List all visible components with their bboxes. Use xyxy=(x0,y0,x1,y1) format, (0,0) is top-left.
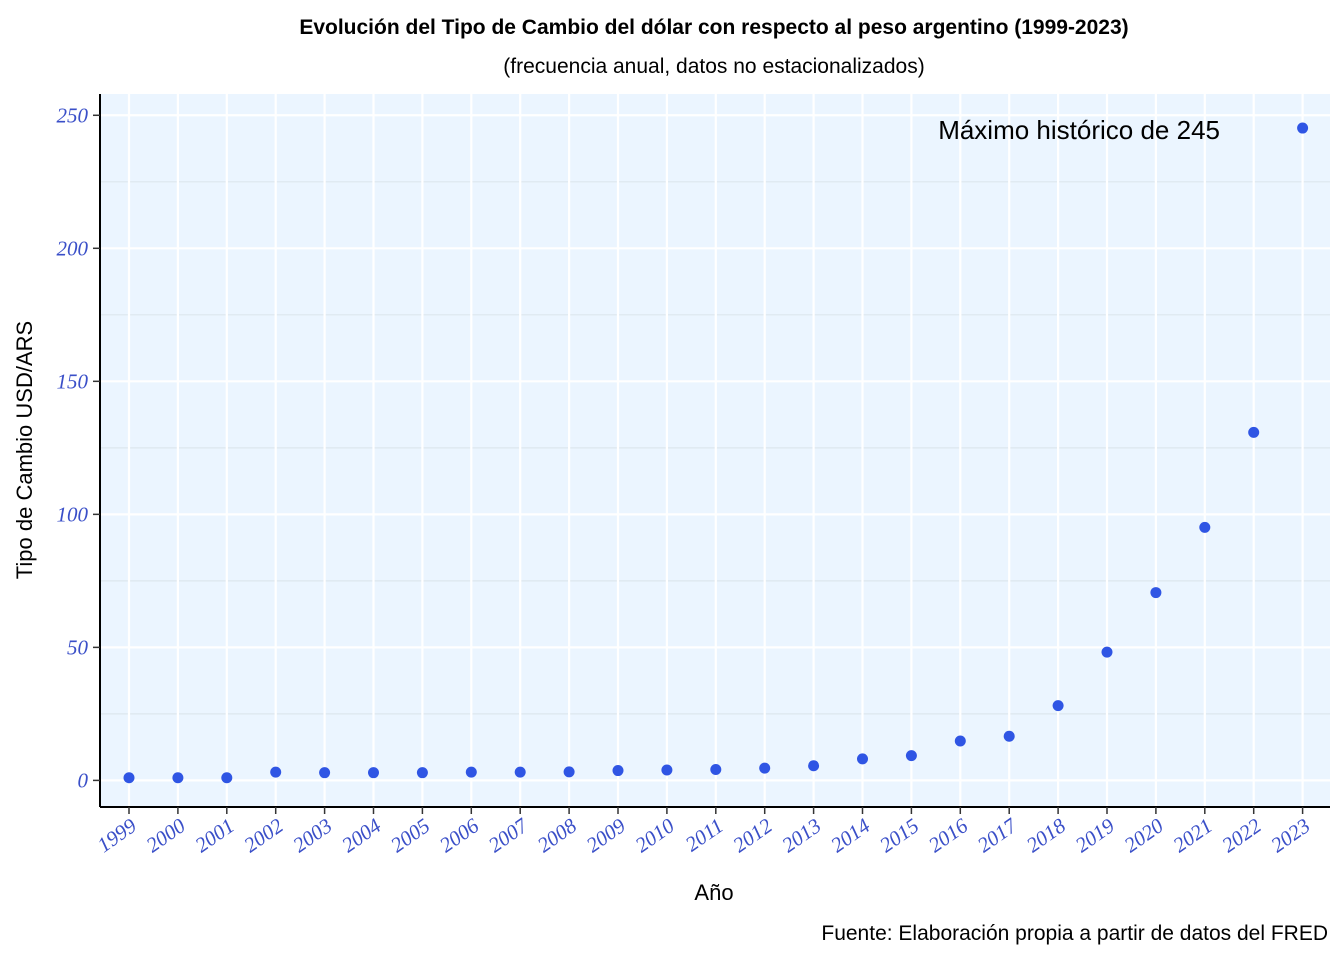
chart-subtitle: (frecuencia anual, datos no estacionaliz… xyxy=(503,55,924,78)
data-point xyxy=(954,735,966,747)
x-tick-label: 2005 xyxy=(386,813,434,857)
x-tick-label: 2018 xyxy=(1022,813,1071,857)
x-tick-label: 2003 xyxy=(288,813,336,857)
data-point xyxy=(661,764,673,776)
data-point xyxy=(514,766,526,778)
x-tick-label: 2010 xyxy=(631,813,680,857)
data-point xyxy=(319,767,331,779)
x-tick-label: 2007 xyxy=(484,813,533,858)
x-tick-label: 2011 xyxy=(681,813,728,856)
x-tick-label: 2002 xyxy=(239,813,288,857)
x-tick-label: 2016 xyxy=(924,813,973,857)
data-point xyxy=(808,760,820,772)
y-tick-label: 0 xyxy=(78,768,89,792)
data-point xyxy=(221,772,233,784)
data-point xyxy=(710,763,722,775)
data-point xyxy=(1248,426,1260,438)
x-axis-title: Año xyxy=(694,880,733,905)
data-point xyxy=(416,767,428,779)
y-tick-label: 250 xyxy=(57,103,89,127)
x-tick-label: 2000 xyxy=(142,813,191,857)
x-tick-label: 2012 xyxy=(728,813,777,857)
x-tick-label: 2001 xyxy=(190,813,238,857)
data-point xyxy=(1003,730,1015,742)
data-point xyxy=(270,766,282,778)
x-tick-label: 2017 xyxy=(973,813,1022,858)
y-axis-title: Tipo de Cambio USD/ARS xyxy=(12,321,37,579)
chart-caption: Fuente: Elaboración propia a partir de d… xyxy=(821,922,1328,945)
x-axis-ticks: 1999 2000 2001 2002 2003 2004 2005 2006 2007 2008… xyxy=(93,807,1314,858)
x-tick-label: 2023 xyxy=(1266,813,1314,857)
data-points xyxy=(123,122,1309,784)
data-point xyxy=(172,772,184,784)
x-tick-label: 2022 xyxy=(1217,813,1266,857)
x-tick-label: 2013 xyxy=(777,813,825,857)
data-point xyxy=(612,765,624,777)
data-point xyxy=(1199,521,1211,533)
data-point xyxy=(1150,587,1162,599)
data-point xyxy=(123,772,135,784)
y-tick-label: 200 xyxy=(57,236,89,260)
y-tick-label: 150 xyxy=(57,369,89,393)
grid-major xyxy=(100,94,1330,807)
y-tick-label: 100 xyxy=(57,502,89,526)
data-point xyxy=(1101,646,1113,658)
data-point xyxy=(857,753,868,765)
x-tick-label: 2009 xyxy=(582,813,631,857)
data-point xyxy=(759,762,771,774)
max-annotation: Máximo histórico de 245 xyxy=(938,115,1220,145)
y-axis-ticks: 0 50 100 150 200 250 xyxy=(57,103,100,792)
x-tick-label: 2014 xyxy=(826,813,875,857)
x-tick-label: 2004 xyxy=(337,813,386,857)
x-tick-label: 2008 xyxy=(533,813,582,857)
x-tick-label: 2015 xyxy=(875,813,923,857)
x-tick-label: 2019 xyxy=(1071,813,1120,857)
x-tick-label: 1999 xyxy=(93,813,142,857)
x-tick-label: 2020 xyxy=(1120,813,1169,857)
data-point xyxy=(563,766,575,778)
data-point xyxy=(465,766,477,778)
x-tick-label: 2006 xyxy=(435,813,484,857)
data-point xyxy=(368,767,379,779)
data-point xyxy=(905,750,917,762)
data-point xyxy=(1052,700,1064,712)
data-point xyxy=(1297,122,1309,134)
chart-title: Evolución del Tipo de Cambio del dólar c… xyxy=(299,16,1128,39)
y-tick-label: 50 xyxy=(67,635,89,659)
x-tick-label: 2021 xyxy=(1168,813,1216,857)
